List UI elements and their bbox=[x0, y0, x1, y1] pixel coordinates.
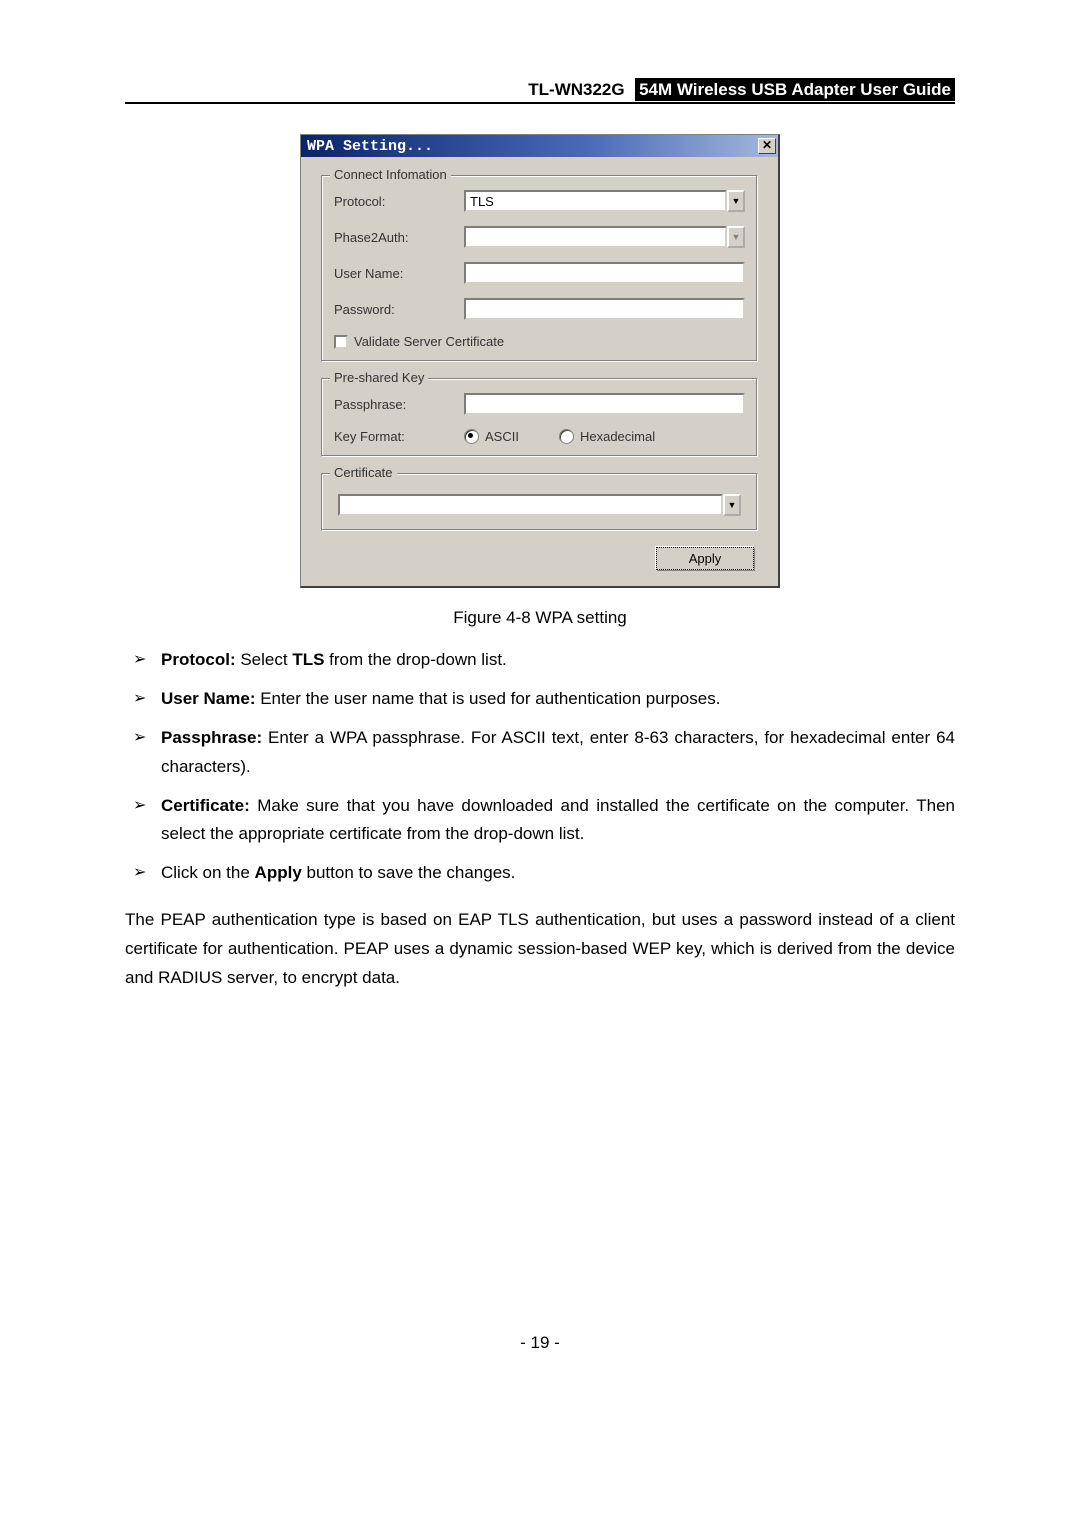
dialog-title: WPA Setting... bbox=[307, 138, 433, 155]
list-item: User Name: Enter the user name that is u… bbox=[125, 685, 955, 714]
header-model: TL-WN322G bbox=[528, 80, 630, 99]
chevron-down-icon[interactable]: ▼ bbox=[727, 190, 745, 212]
list-item: Certificate: Make sure that you have dow… bbox=[125, 792, 955, 850]
phase2-select[interactable] bbox=[464, 226, 727, 248]
list-item: Passphrase: Enter a WPA passphrase. For … bbox=[125, 724, 955, 782]
bullet-text: from the drop-down list. bbox=[324, 650, 506, 669]
chevron-down-icon[interactable]: ▼ bbox=[723, 494, 741, 516]
group-psk: Pre-shared Key Passphrase: Key Format: bbox=[321, 378, 758, 457]
passphrase-label: Passphrase: bbox=[334, 397, 464, 412]
bullet-text: button to save the changes. bbox=[302, 863, 516, 882]
username-label: User Name: bbox=[334, 266, 464, 281]
apply-button[interactable]: Apply bbox=[656, 547, 754, 570]
group-connect-info: Connect Infomation Protocol: ▼ Phase2Aut… bbox=[321, 175, 758, 362]
bullet-bold: Apply bbox=[255, 863, 302, 882]
bullet-text: Select bbox=[236, 650, 293, 669]
bullet-text: Enter a WPA passphrase. For ASCII text, … bbox=[161, 728, 955, 776]
radio-hex[interactable] bbox=[559, 429, 574, 444]
protocol-label: Protocol: bbox=[334, 194, 464, 209]
close-icon[interactable]: ✕ bbox=[758, 138, 776, 154]
bullet-lead: Passphrase: bbox=[161, 728, 262, 747]
chevron-down-icon: ▼ bbox=[727, 226, 745, 248]
radio-ascii-label: ASCII bbox=[485, 429, 519, 444]
bullet-lead: Protocol: bbox=[161, 650, 236, 669]
list-item: Protocol: Select TLS from the drop-down … bbox=[125, 646, 955, 675]
bullet-text: Click on the bbox=[161, 863, 255, 882]
wpa-dialog: WPA Setting... ✕ Connect Infomation Prot… bbox=[300, 134, 780, 588]
protocol-select[interactable] bbox=[464, 190, 727, 212]
bullet-lead: User Name: bbox=[161, 689, 256, 708]
certificate-select[interactable] bbox=[338, 494, 723, 516]
group-certificate: Certificate ▼ bbox=[321, 473, 758, 531]
bullet-lead: Certificate: bbox=[161, 796, 250, 815]
radio-hex-label: Hexadecimal bbox=[580, 429, 655, 444]
dialog-body: Connect Infomation Protocol: ▼ Phase2Aut… bbox=[301, 157, 778, 586]
dialog-titlebar: WPA Setting... ✕ bbox=[301, 135, 778, 157]
page-number: - 19 - bbox=[125, 1333, 955, 1353]
passphrase-input[interactable] bbox=[464, 393, 745, 415]
group-legend: Certificate bbox=[330, 465, 397, 480]
bullet-text: Make sure that you have downloaded and i… bbox=[161, 796, 955, 844]
password-input[interactable] bbox=[464, 298, 745, 320]
body-paragraph: The PEAP authentication type is based on… bbox=[125, 906, 955, 993]
bullet-text: Enter the user name that is used for aut… bbox=[256, 689, 721, 708]
header-title: 54M Wireless USB Adapter User Guide bbox=[635, 78, 955, 101]
password-label: Password: bbox=[334, 302, 464, 317]
list-item: Click on the Apply button to save the ch… bbox=[125, 859, 955, 888]
page-header: TL-WN322G 54M Wireless USB Adapter User … bbox=[125, 80, 955, 104]
username-input[interactable] bbox=[464, 262, 745, 284]
bullet-bold: TLS bbox=[292, 650, 324, 669]
group-legend: Pre-shared Key bbox=[330, 370, 428, 385]
dialog-screenshot: WPA Setting... ✕ Connect Infomation Prot… bbox=[300, 134, 780, 588]
validate-cert-checkbox[interactable] bbox=[334, 335, 348, 349]
phase2-label: Phase2Auth: bbox=[334, 230, 464, 245]
figure-caption: Figure 4-8 WPA setting bbox=[125, 608, 955, 628]
bullet-list: Protocol: Select TLS from the drop-down … bbox=[125, 646, 955, 888]
group-legend: Connect Infomation bbox=[330, 167, 451, 182]
page: TL-WN322G 54M Wireless USB Adapter User … bbox=[0, 0, 1080, 1413]
radio-ascii[interactable] bbox=[464, 429, 479, 444]
keyformat-label: Key Format: bbox=[334, 429, 464, 444]
validate-cert-label: Validate Server Certificate bbox=[354, 334, 504, 349]
